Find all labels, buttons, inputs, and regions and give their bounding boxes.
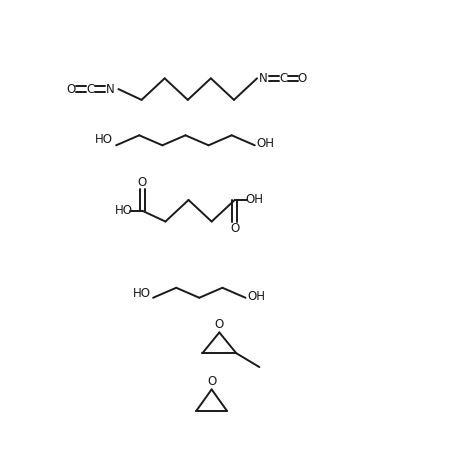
Text: C: C	[87, 83, 95, 96]
Text: O: O	[297, 72, 306, 85]
Text: OH: OH	[256, 137, 274, 150]
Text: OH: OH	[245, 193, 263, 207]
Text: O: O	[138, 176, 147, 189]
Text: HO: HO	[115, 204, 133, 217]
Text: O: O	[230, 222, 239, 235]
Text: HO: HO	[95, 133, 113, 147]
Text: HO: HO	[133, 288, 151, 300]
Text: N: N	[106, 83, 114, 96]
Text: N: N	[258, 72, 267, 85]
Text: OH: OH	[247, 290, 265, 303]
Text: O: O	[214, 318, 223, 331]
Text: O: O	[67, 83, 76, 96]
Text: C: C	[279, 72, 287, 85]
Text: O: O	[207, 375, 216, 388]
